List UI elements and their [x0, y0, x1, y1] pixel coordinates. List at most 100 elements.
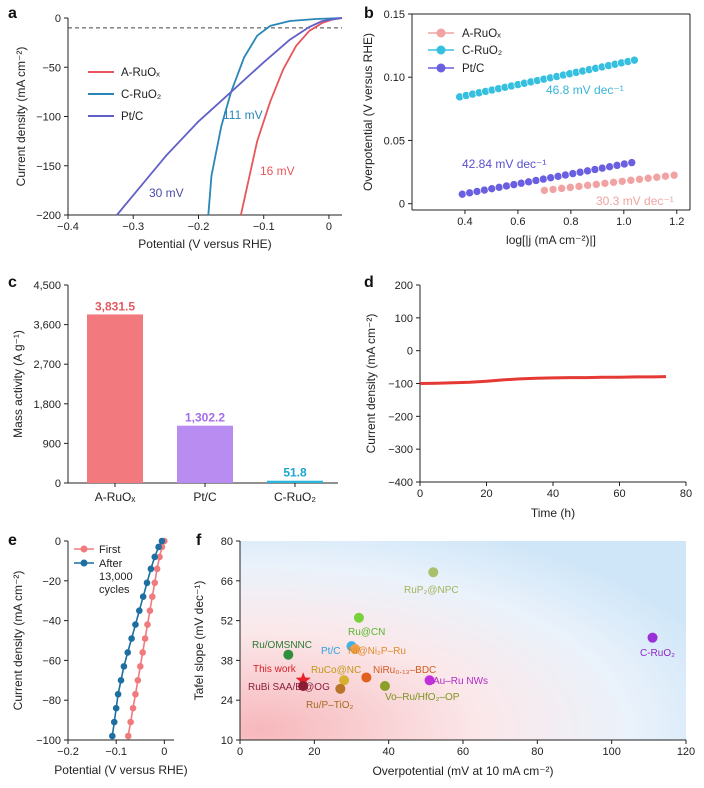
legend-label: C-RuO₂: [121, 89, 161, 101]
data-point: [146, 607, 154, 614]
point-label: NiRu₀.₁₃–BDC: [373, 665, 436, 676]
data-point: [156, 553, 163, 561]
x-tick-label: 20: [308, 746, 320, 758]
annotation-overpotential: 30 mV: [149, 186, 184, 200]
point-label: Ru/OMSNNC: [252, 640, 312, 651]
data-point: [361, 672, 372, 683]
data-point: [353, 612, 364, 623]
data-point: [597, 163, 607, 173]
point-label: RuCo@NC: [311, 665, 361, 676]
y-tick-label: −80: [42, 695, 61, 707]
y-axis-label: Mass activity (A g⁻¹): [11, 330, 25, 438]
data-point: [298, 680, 309, 691]
data-point: [465, 188, 474, 198]
y-tick-label: 100: [395, 313, 413, 325]
data-point: [472, 187, 482, 196]
data-point: [509, 180, 519, 189]
data-point: [335, 683, 346, 694]
data-point: [531, 176, 541, 185]
panel-b-tafel-plot: 0.4 0.6 0.8 1.0 1.2 0 0.05 0.10 0.15 log[|j (mA c…: [361, 9, 691, 247]
data-point: [379, 680, 390, 691]
panel-a-polarization-curves: −0.4 −0.3 −0.2 −0.1 0 0 −50 −100 −150 −200 Potenti…: [14, 13, 343, 251]
y-axis-label: Current density (mA cm⁻²): [14, 47, 28, 187]
x-tick-label: 1.0: [616, 216, 631, 228]
panel-letter-a: a: [8, 5, 17, 22]
data-point: [144, 621, 151, 628]
y-tick-label: −20: [42, 576, 61, 588]
y-tick-label: 0: [55, 13, 61, 25]
data-point: [132, 690, 139, 698]
x-tick-label: 1.2: [669, 216, 684, 228]
data-point: [128, 635, 135, 642]
x-tick-label: 0: [161, 746, 167, 758]
point-label: Pt/C: [321, 646, 340, 657]
data-point: [129, 704, 137, 712]
legend-label: Pt/C: [462, 63, 484, 75]
y-tick-label: 200: [395, 280, 413, 292]
data-point: [124, 732, 132, 740]
y-tick-label: −200: [36, 210, 61, 222]
x-tick-label: 60: [457, 746, 469, 758]
y-tick-label: −300: [388, 444, 413, 456]
annotation-overpotential: 16 mV: [260, 164, 295, 178]
y-tick-label: −50: [42, 62, 61, 74]
data-point: [539, 174, 548, 184]
point-label: Ni@Ni₂P–Ru: [348, 646, 406, 657]
data-point: [283, 649, 294, 660]
data-point: [627, 158, 637, 167]
annotation-tafel-slope: 42.84 mV dec⁻¹: [462, 157, 546, 171]
bar: [177, 425, 233, 483]
data-point: [139, 593, 147, 601]
data-point: [583, 181, 592, 190]
data-point: [661, 171, 670, 181]
data-point: [561, 170, 570, 180]
x-axis-label: Overpotential (mV at 10 mA cm⁻²): [372, 764, 553, 778]
series-line-ARuO: [240, 17, 343, 216]
data-point: [109, 732, 116, 740]
legend-label: A-RuOₓ: [462, 28, 501, 40]
bar-value-label: 3,831.5: [95, 299, 135, 313]
legend-label-cycles-count: 13,000: [99, 571, 133, 583]
panel-f-comparison: 0 20 40 60 80 100 120 10 24 38 52 66 80 Overpotential…: [192, 536, 695, 778]
y-tick-label: −100: [36, 735, 61, 747]
point-label: Ru@CN: [348, 627, 385, 638]
y-axis-label: Current density (mA cm⁻²): [364, 314, 378, 454]
x-tick-label: 80: [680, 488, 692, 500]
y-tick-label: 80: [221, 536, 233, 548]
bar: [87, 314, 143, 483]
point-label: RuBi SAA/Bi@OG: [248, 682, 330, 693]
panel-letter-c: c: [8, 274, 17, 291]
point-label: RuP₂@NPC: [404, 585, 459, 596]
data-point: [155, 543, 162, 551]
data-point: [147, 565, 155, 573]
data-point: [487, 184, 497, 193]
annotation-tafel-slope: 46.8 mV dec⁻¹: [546, 83, 624, 97]
y-tick-label: 52: [221, 616, 233, 628]
data-point: [141, 635, 149, 642]
data-point: [568, 169, 578, 178]
data-point: [151, 553, 159, 561]
bar: [267, 480, 323, 483]
series-line-CRuO: [207, 17, 343, 216]
data-point: [136, 607, 143, 614]
data-point: [652, 172, 662, 182]
x-tick-label: 0: [417, 488, 423, 500]
y-tick-label: −200: [388, 411, 413, 423]
data-point: [480, 185, 489, 195]
data-point: [428, 567, 439, 578]
y-tick-label: 900: [43, 438, 61, 450]
x-tick-label: 80: [531, 746, 543, 758]
data-point: [143, 579, 151, 587]
panel-letter-e: e: [8, 532, 17, 549]
data-point: [583, 166, 592, 176]
data-point: [617, 176, 627, 186]
annotation-overpotential: 111 mV: [223, 108, 263, 122]
data-point: [612, 161, 622, 170]
x-tick-label: 0.8: [563, 216, 578, 228]
x-tick-label: −0.4: [57, 221, 79, 233]
point-label: This work: [253, 664, 297, 675]
data-point: [548, 185, 558, 194]
legend-label-after: After: [99, 558, 123, 570]
y-tick-label: 2,700: [33, 359, 61, 371]
data-point: [149, 593, 156, 601]
